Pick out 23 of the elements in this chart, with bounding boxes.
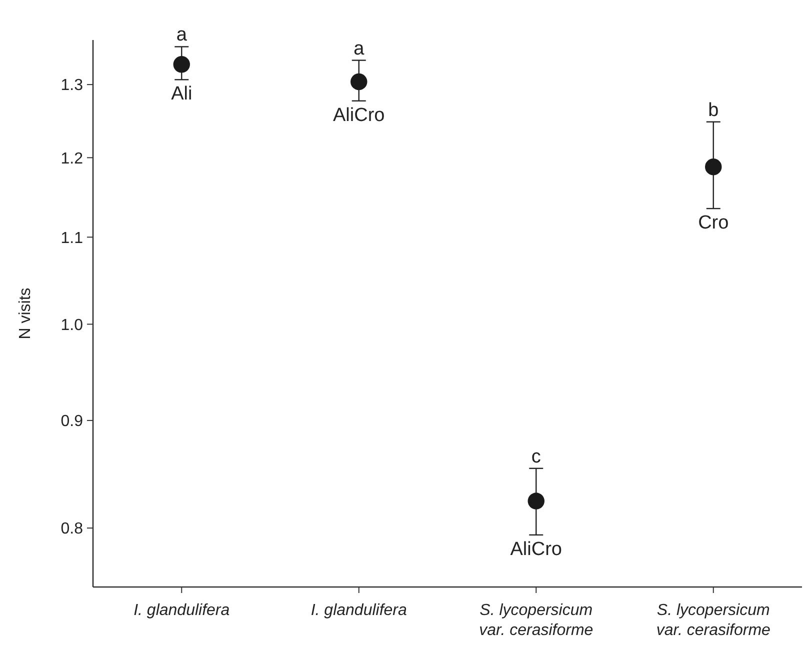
- point: [705, 158, 722, 176]
- x-tick-label: I. glandulifera: [310, 602, 408, 619]
- x-tick-label: I. glandulifera: [134, 602, 230, 619]
- annotation: a: [354, 38, 365, 60]
- annotation: b: [708, 100, 719, 121]
- point: [173, 56, 190, 73]
- y-tick-label: 1.0: [60, 316, 84, 334]
- annotation: c: [531, 446, 541, 468]
- y-tick-label: 0.9: [60, 413, 84, 430]
- annotation: Ali: [171, 84, 192, 105]
- y-tick-label: 1.3: [60, 77, 84, 94]
- point: [528, 492, 544, 510]
- annotation: Cro: [698, 212, 729, 234]
- y-tick-label: 1.1: [60, 230, 84, 247]
- y-tick-label: 1.2: [60, 150, 84, 168]
- y-axis-title: N visits: [17, 288, 34, 340]
- annotation: a: [176, 24, 188, 46]
- x-tick-label: S. lycopersicum var. cerasiforme: [479, 602, 594, 639]
- annotation: AliCro: [510, 538, 562, 560]
- x-tick-label: S. lycopersicum var. cerasiforme: [656, 602, 771, 639]
- annotation: AliCro: [333, 104, 385, 126]
- point: [350, 73, 368, 90]
- y-tick-label: 0.8: [60, 520, 84, 538]
